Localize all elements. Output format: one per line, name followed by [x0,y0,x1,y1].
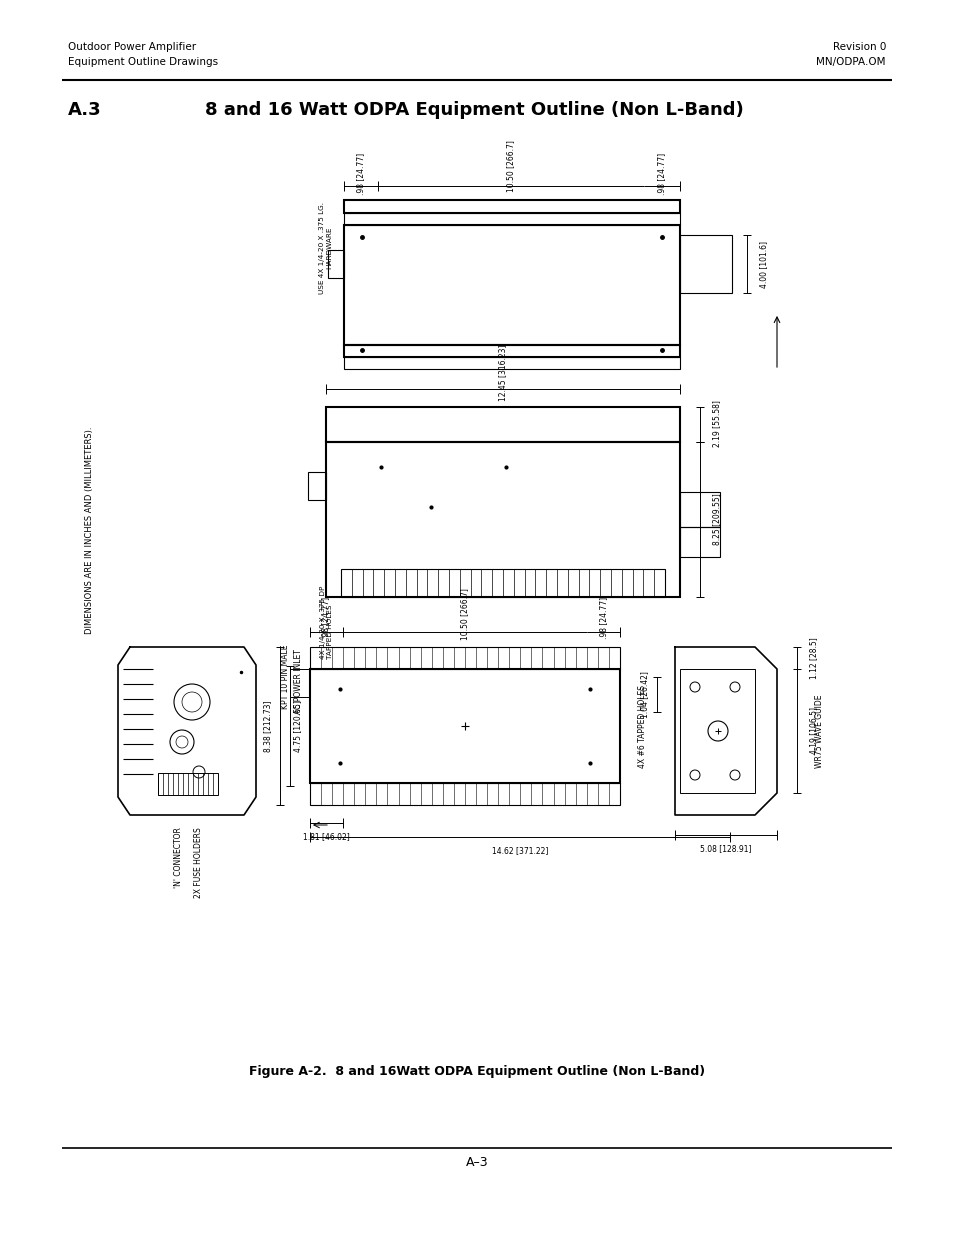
Text: 8.25 [209.55]: 8.25 [209.55] [711,493,720,545]
Text: 4X #6 TAPPED HOLES: 4X #6 TAPPED HOLES [638,684,646,767]
Bar [310,647,619,669]
Bar [310,783,619,805]
Text: 1.12 [28.5]: 1.12 [28.5] [808,637,817,679]
Text: A–3: A–3 [465,1156,488,1170]
Bar [344,225,679,345]
Text: 8.38 [212.73]: 8.38 [212.73] [263,700,273,752]
Text: 'N' CONNECTOR: 'N' CONNECTOR [174,827,183,888]
Text: 5.08 [128.91]: 5.08 [128.91] [700,845,751,853]
Text: 1.04 [26.42]: 1.04 [26.42] [639,672,649,719]
Text: AC POWER INLET: AC POWER INLET [294,650,303,714]
Text: MN/ODPA.OM: MN/ODPA.OM [816,57,885,67]
Text: .98 [24.77]: .98 [24.77] [598,597,608,638]
Bar [328,249,344,278]
Bar [679,527,720,557]
Bar [340,569,664,597]
Bar [679,235,731,293]
Text: 8 and 16 Watt ODPA Equipment Outline (Non L-Band): 8 and 16 Watt ODPA Equipment Outline (No… [205,101,743,119]
Bar [310,669,619,783]
Text: 10.50 [266.7]: 10.50 [266.7] [460,588,469,640]
Text: 14.62 [371.22]: 14.62 [371.22] [492,846,548,856]
Text: USE 4X 1/4-20 X .375 LG.
HARDWARE: USE 4X 1/4-20 X .375 LG. HARDWARE [319,203,333,294]
Text: 4.19 [106.5]: 4.19 [106.5] [808,708,817,755]
Text: 4X 1/4-20 X .375 DP
TAPPED HOLES: 4X 1/4-20 X .375 DP TAPPED HOLES [319,585,333,658]
Bar [344,357,679,369]
Bar [344,212,679,225]
Text: .98 [24.77]: .98 [24.77] [356,153,365,195]
Bar [158,773,218,795]
Text: WR75 WAVE GUIDE: WR75 WAVE GUIDE [814,694,823,768]
Bar [679,492,720,527]
Bar [326,408,679,442]
Bar [290,669,310,697]
Text: DIMENSIONS ARE IN INCHES AND (MILLIMETERS).: DIMENSIONS ARE IN INCHES AND (MILLIMETER… [86,426,94,634]
Bar [679,669,754,793]
Text: .98 [24.77]: .98 [24.77] [321,597,330,638]
Text: 1.81 [46.02]: 1.81 [46.02] [302,832,349,841]
Text: Equipment Outline Drawings: Equipment Outline Drawings [68,57,218,67]
Text: 10.50 [266.7]: 10.50 [266.7] [506,140,515,191]
Bar [344,200,679,212]
Text: 2X FUSE HOLDERS: 2X FUSE HOLDERS [194,827,203,898]
Text: 2.19 [55.58]: 2.19 [55.58] [711,400,720,447]
Bar [308,472,326,500]
Text: Figure A-2.  8 and 16Watt ODPA Equipment Outline (Non L-Band): Figure A-2. 8 and 16Watt ODPA Equipment … [249,1066,704,1078]
Bar [344,345,679,357]
Text: Outdoor Power Amplifier: Outdoor Power Amplifier [68,42,196,52]
Text: A.3: A.3 [68,101,102,119]
Text: 4.75 [120.65]: 4.75 [120.65] [294,700,302,752]
Text: .98 [24.77]: .98 [24.77] [657,153,666,195]
Text: 12.45 [316.23]: 12.45 [316.23] [498,345,507,401]
Bar [326,442,679,597]
Text: Revision 0: Revision 0 [832,42,885,52]
Text: 4.00 [101.6]: 4.00 [101.6] [759,241,767,288]
Text: KPT 10 PIN MALE: KPT 10 PIN MALE [281,645,290,709]
